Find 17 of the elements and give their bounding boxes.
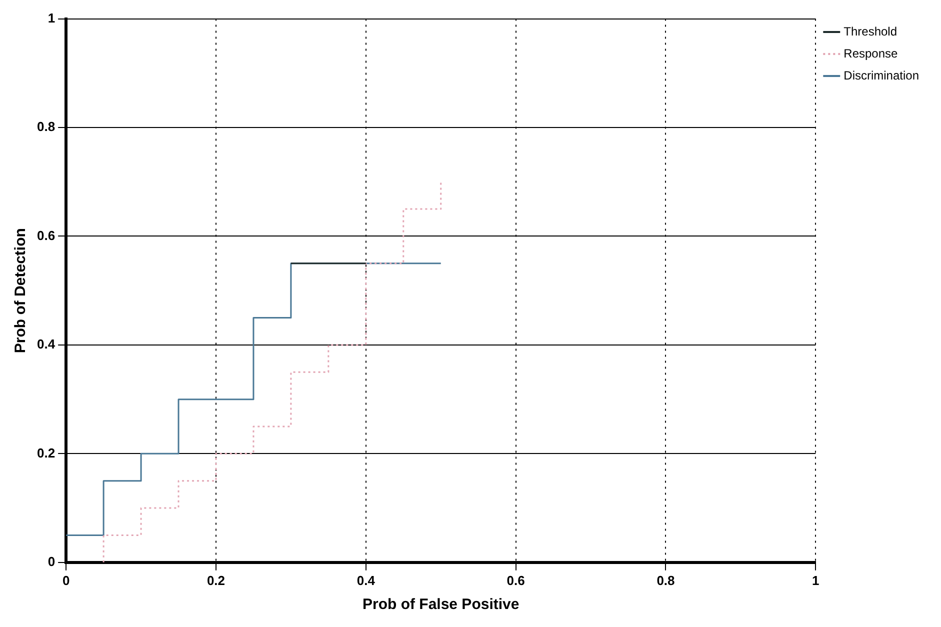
x-tick-label: 0.6 [506, 572, 525, 588]
y-tick-label: 0.2 [36, 445, 56, 460]
y-tick-label: 0.6 [36, 228, 56, 243]
x-tick-label: 0.4 [356, 572, 376, 588]
legend-label: Response [844, 46, 898, 60]
x-tick-label: 1 [812, 572, 820, 588]
y-tick-label: 0 [48, 554, 56, 569]
x-tick-label: 0.8 [656, 572, 675, 588]
y-tick-label: 0.4 [36, 336, 56, 352]
x-axis-title: Prob of False Positive [362, 596, 520, 614]
legend-label: Discrimination [844, 68, 920, 82]
x-tick-label: 0.2 [206, 572, 226, 588]
y-tick-label: 0.8 [36, 119, 56, 134]
x-tick-label: 0 [62, 572, 70, 588]
y-axis-title: Prob of Detection [12, 228, 30, 354]
y-tick-label: 1 [48, 10, 56, 26]
legend-label: Threshold [844, 24, 898, 38]
